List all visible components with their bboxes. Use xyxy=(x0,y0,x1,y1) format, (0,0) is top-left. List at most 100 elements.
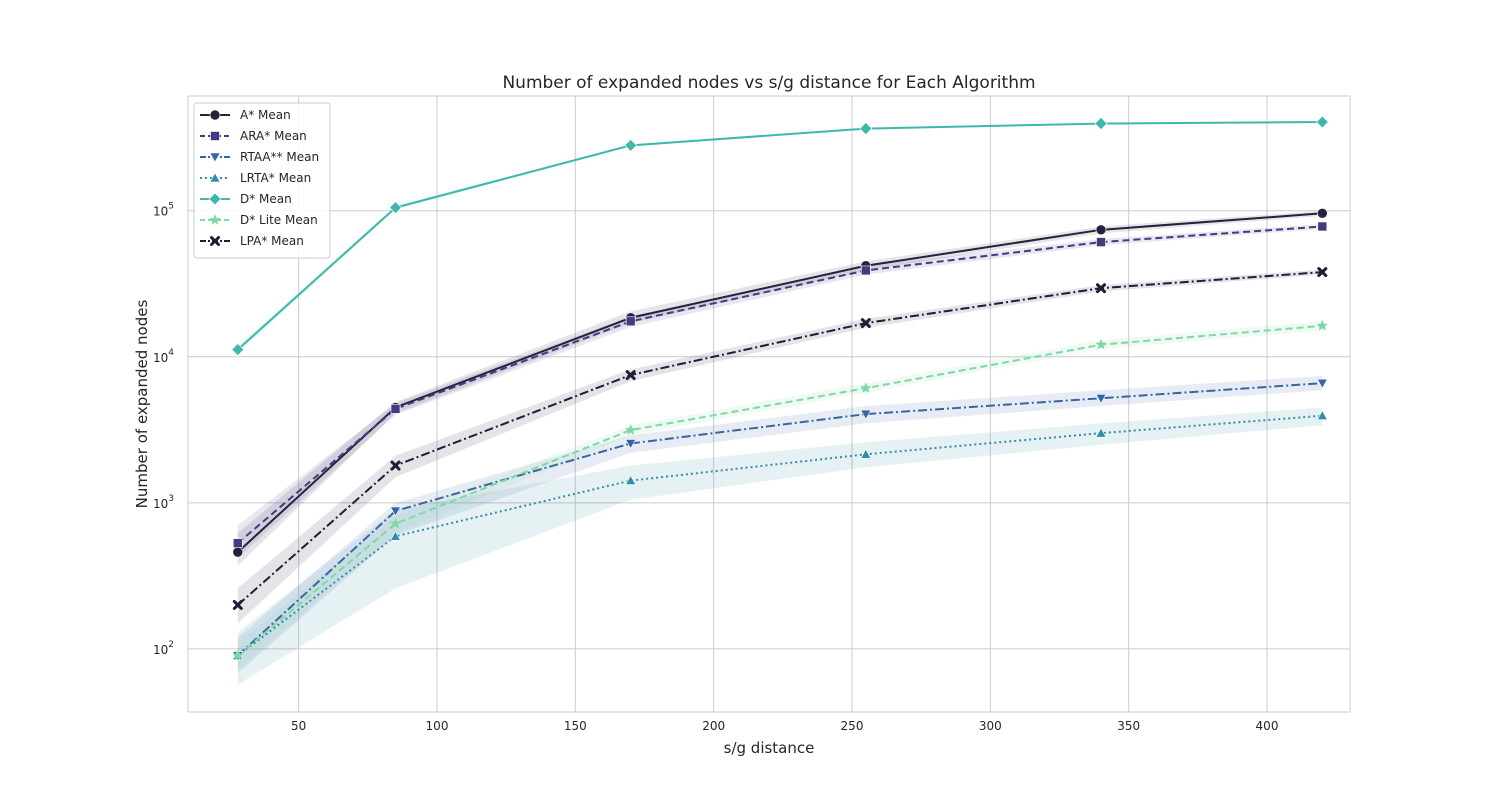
data-point xyxy=(1095,427,1107,438)
line-rtaa-mean xyxy=(237,382,1323,657)
line-d-mean xyxy=(237,120,1323,351)
data-point xyxy=(209,152,221,163)
data-point xyxy=(232,546,244,558)
line-a-mean xyxy=(237,212,1323,553)
data-point xyxy=(860,318,871,329)
data-point xyxy=(860,382,872,394)
legend-label: A* Mean xyxy=(240,108,291,122)
line-ara-mean xyxy=(237,225,1323,544)
y-tick-label: 102 xyxy=(153,640,174,657)
marker-stroke xyxy=(390,460,401,471)
data-point xyxy=(624,138,638,152)
data-point xyxy=(860,409,872,420)
data-point xyxy=(1095,224,1107,236)
data-point xyxy=(861,265,871,276)
data-point xyxy=(209,172,221,183)
data-point xyxy=(233,538,243,548)
legend-item-lrta-mean: LRTA* Mean xyxy=(200,171,311,185)
legend: A* Mean ARA* Mean RTAA** Mean LRTA* Mean D* … xyxy=(193,102,331,259)
x-tick-label: 150 xyxy=(564,719,587,733)
legend-label: D* Mean xyxy=(240,192,292,206)
band-d-lite-mean xyxy=(237,320,1323,670)
x-tick-label: 350 xyxy=(1117,719,1140,733)
data-point xyxy=(389,530,402,541)
data-point xyxy=(1096,237,1106,247)
legend-item-rtaa-mean: RTAA** Mean xyxy=(200,150,319,164)
data-point xyxy=(1096,283,1106,294)
data-point xyxy=(232,599,243,610)
markers-d-lite-mean xyxy=(232,319,1329,661)
data-point xyxy=(389,517,402,529)
band-a-mean xyxy=(237,210,1323,566)
marker-stroke xyxy=(232,599,243,610)
legend-item-lpa-mean: LPA* Mean xyxy=(200,234,304,248)
data-point xyxy=(625,370,636,381)
data-point xyxy=(209,109,221,121)
legend-item-d-mean: D* Mean xyxy=(200,192,292,206)
x-axis-label: s/g distance xyxy=(724,739,815,757)
x-tick-label: 100 xyxy=(426,719,449,733)
markers-ara-mean xyxy=(233,221,1328,548)
confidence-bands xyxy=(237,121,1323,685)
data-point xyxy=(859,122,873,136)
series-lines xyxy=(237,120,1323,657)
data-point xyxy=(208,192,222,206)
marker-stroke xyxy=(860,318,871,329)
data-point xyxy=(625,316,636,327)
y-tick-label: 105 xyxy=(153,202,174,219)
data-point xyxy=(231,343,245,357)
data-point xyxy=(390,460,401,471)
x-tick-label: 250 xyxy=(841,719,864,733)
data-point xyxy=(389,506,402,517)
data-point xyxy=(209,213,221,225)
data-point xyxy=(1317,208,1328,219)
legend-label: ARA* Mean xyxy=(240,129,307,143)
markers-lpa-mean xyxy=(232,267,1328,610)
legend-item-a-mean: A* Mean xyxy=(200,108,291,122)
series-markers xyxy=(231,115,1329,662)
data-point xyxy=(1316,319,1329,331)
marker-stroke xyxy=(625,370,636,381)
chart-title: Number of expanded nodes vs s/g distance… xyxy=(502,73,1035,93)
y-tick-label: 103 xyxy=(153,494,174,511)
data-point xyxy=(1095,338,1107,350)
data-point xyxy=(1095,393,1107,404)
legend-label: RTAA** Mean xyxy=(240,150,319,164)
legend-label: D* Lite Mean xyxy=(240,213,318,227)
marker-stroke xyxy=(210,236,220,246)
data-point xyxy=(1317,221,1328,232)
y-tick-label: 104 xyxy=(153,348,174,365)
legend-item-d-lite-mean: D* Lite Mean xyxy=(200,213,318,227)
band-ara-mean xyxy=(237,224,1323,558)
marker-stroke xyxy=(1096,283,1106,294)
legend-item-ara-mean: ARA* Mean xyxy=(200,129,307,143)
data-point xyxy=(232,649,244,661)
data-point xyxy=(860,448,872,459)
data-point xyxy=(625,439,637,450)
data-point xyxy=(1317,267,1328,278)
markers-d-mean xyxy=(231,115,1329,357)
grid xyxy=(188,96,1350,712)
x-tick-label: 200 xyxy=(702,719,725,733)
data-point xyxy=(624,423,637,435)
axis-ticks: 50 100 150 200 250 300 350 400 102 103 104 105 xyxy=(153,202,1278,733)
x-tick-label: 50 xyxy=(291,719,306,733)
line-d-lite-mean xyxy=(237,324,1323,657)
x-tick-label: 300 xyxy=(979,719,1002,733)
plot-area xyxy=(187,95,1351,713)
legend-label: LRTA* Mean xyxy=(240,171,311,185)
band-lpa-mean xyxy=(237,269,1323,624)
legend-label: LPA* Mean xyxy=(240,234,304,248)
y-axis-label: Number of expanded nodes xyxy=(133,300,151,509)
data-point xyxy=(390,404,401,414)
x-tick-label: 400 xyxy=(1256,719,1279,733)
data-point xyxy=(210,236,220,246)
band-lrta-mean xyxy=(237,407,1323,685)
marker-stroke xyxy=(1317,267,1328,278)
data-point xyxy=(210,131,220,141)
data-point xyxy=(625,474,637,485)
data-point xyxy=(1315,115,1329,129)
data-point xyxy=(1094,117,1108,130)
